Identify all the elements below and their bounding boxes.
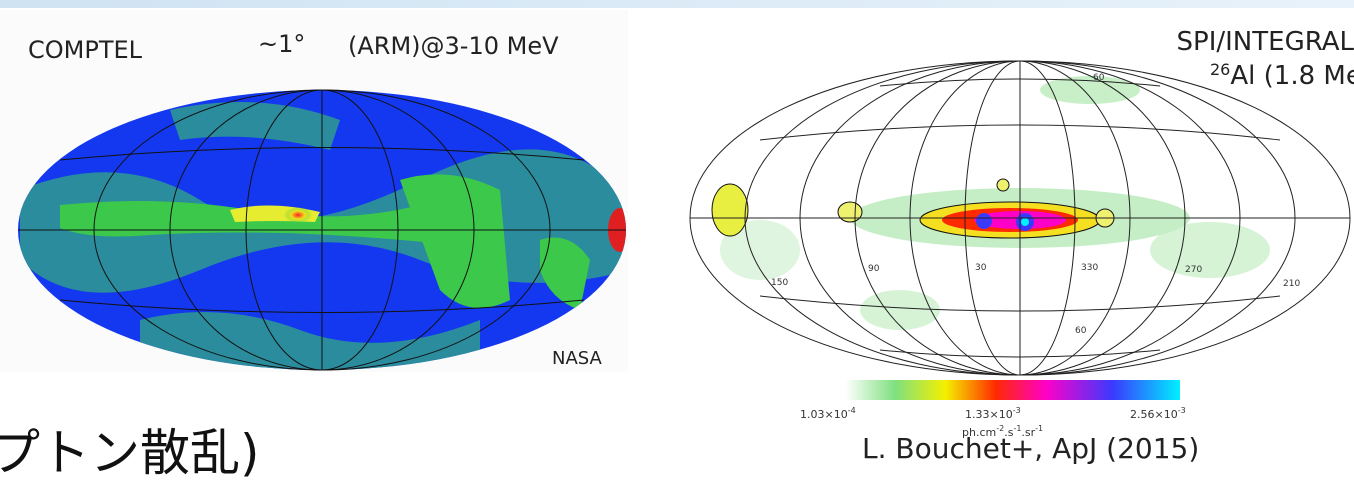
label-base: 1.33×10 xyxy=(965,408,1013,421)
colorbar-label: 1.33×10-3 xyxy=(965,406,1021,421)
colorbar-label: 2.56×10-3 xyxy=(1130,406,1186,421)
grid-label: 90 xyxy=(868,264,880,274)
credit-label: NASA xyxy=(552,348,603,369)
line-label: 26Al (1.8 MeV) xyxy=(1210,60,1354,91)
grid-label: 150 xyxy=(771,278,788,288)
band-label: (ARM)@3-10 MeV xyxy=(348,32,559,60)
isotope-mass: 26 xyxy=(1210,60,1230,79)
map-title: SPI/INTEGRAL xyxy=(1177,27,1354,57)
label-base: 1.03×10 xyxy=(800,408,848,421)
colorbar-label: 1.03×10-4 xyxy=(800,406,856,421)
line-name: Al (1.8 MeV) xyxy=(1230,61,1354,91)
citation: L. Bouchet+, ApJ (2015) xyxy=(862,432,1199,465)
grid-label: 210 xyxy=(1283,279,1300,289)
slide: COMPTEL ~1° (ARM)@3-10 MeV NASA プトン散乱) xyxy=(0,0,1354,486)
colorbar xyxy=(845,380,1180,400)
grid-label: 330 xyxy=(1081,263,1098,273)
spi-map: 60 150 90 30 330 270 210 60 1.03×10-4 1.… xyxy=(690,27,1354,465)
label-exp: -3 xyxy=(1178,406,1186,415)
resolution-label: ~1° xyxy=(258,30,305,58)
slide-canvas: COMPTEL ~1° (ARM)@3-10 MeV NASA プトン散乱) xyxy=(0,0,1354,486)
grid-label: 30 xyxy=(975,263,987,273)
comptel-map: COMPTEL ~1° (ARM)@3-10 MeV NASA xyxy=(0,10,632,380)
grid-label: 270 xyxy=(1185,265,1202,275)
slide-text: プトン散乱) xyxy=(0,424,260,482)
label-base: 2.56×10 xyxy=(1130,408,1178,421)
instrument-label: COMPTEL xyxy=(28,36,143,64)
grid-label: 60 xyxy=(1093,73,1105,83)
top-bar xyxy=(0,0,1354,8)
label-exp: -3 xyxy=(1013,406,1021,415)
label-exp: -4 xyxy=(848,406,856,415)
grid-label: 60 xyxy=(1075,326,1087,336)
